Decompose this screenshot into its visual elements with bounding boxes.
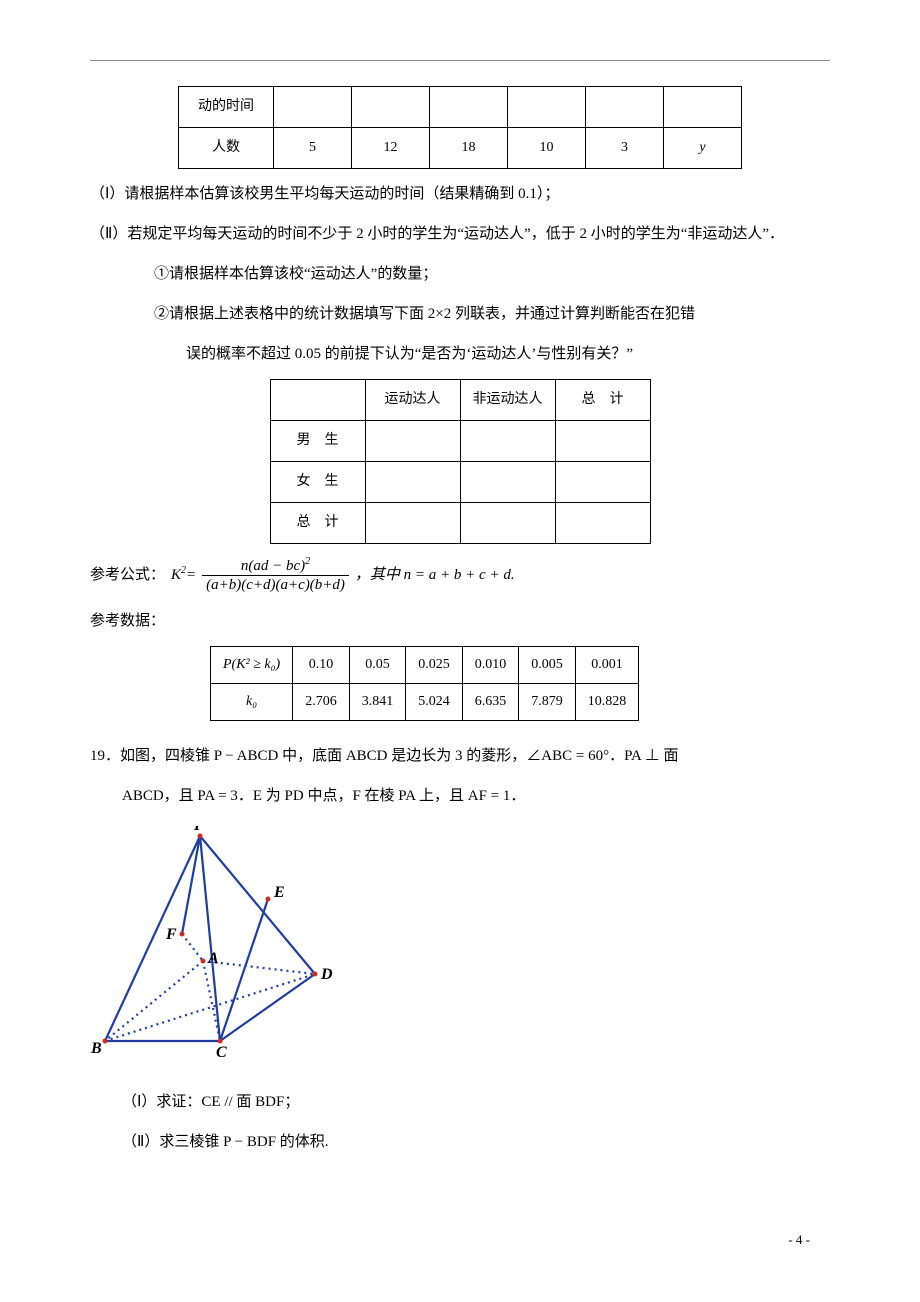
- q19-line2: ABCD，且 PA = 3．E 为 PD 中点，F 在棱 PA 上，且 AF =…: [90, 781, 830, 811]
- table-exercise-time: 动的时间 人数 5 12 18 10 3 y: [178, 86, 742, 169]
- t3-h3: 0.05: [349, 647, 406, 684]
- t3-h5: 0.010: [462, 647, 519, 684]
- page-number: - 4 -: [90, 1227, 830, 1253]
- q19-part2: （Ⅱ）求三棱锥 P − BDF 的体积.: [90, 1127, 830, 1157]
- formula-k2: 参考公式： K2= n(ad − bc)2 (a+b)(c+d)(a+c)(b+…: [90, 556, 830, 594]
- formula-label: 参考公式：: [90, 560, 165, 590]
- t3-r2: 2.706: [293, 684, 350, 721]
- t2-r3c2: [365, 503, 460, 544]
- t2-r3c3: [460, 503, 555, 544]
- table-contingency: 运动达人 非运动达人 总 计 男 生 女 生 总 计: [270, 379, 651, 544]
- ref-data-label: 参考数据：: [90, 606, 830, 636]
- t3-h6: 0.005: [519, 647, 576, 684]
- t2-r2c1: 女 生: [270, 462, 365, 503]
- t3-r1: k₀: [211, 684, 293, 721]
- t1-r1c5: [508, 87, 586, 128]
- svg-text:E: E: [273, 884, 285, 901]
- svg-text:D: D: [320, 966, 333, 983]
- t2-h3: 非运动达人: [460, 380, 555, 421]
- t1-r2c4: 18: [430, 128, 508, 169]
- t1-r1c6: [586, 87, 664, 128]
- t1-r2c2: 5: [274, 128, 352, 169]
- t3-h1: P(K² ≥ k₀): [211, 647, 293, 684]
- t1-r2c5: 10: [508, 128, 586, 169]
- part-2-2b: 误的概率不超过 0.05 的前提下认为“是否为‘运动达人’与性别有关？”: [90, 339, 830, 369]
- part-1: （Ⅰ）请根据样本估算该校男生平均每天运动的时间（结果精确到 0.1）；: [90, 179, 830, 209]
- t3-r3: 3.841: [349, 684, 406, 721]
- t2-r1c1: 男 生: [270, 421, 365, 462]
- q19-line1: 19．如图，四棱锥 P − ABCD 中，底面 ABCD 是边长为 3 的菱形，…: [90, 741, 830, 771]
- t2-r3c1: 总 计: [270, 503, 365, 544]
- t1-r2c1: 人数: [179, 128, 274, 169]
- svg-text:B: B: [90, 1040, 102, 1057]
- t2-r1c4: [555, 421, 650, 462]
- t2-h1: [270, 380, 365, 421]
- t1-r1c3: [352, 87, 430, 128]
- t1-r2c3: 12: [352, 128, 430, 169]
- part-2-1: ①请根据样本估算该校“运动达人”的数量；: [90, 259, 830, 289]
- t1-r1c2: [274, 87, 352, 128]
- t1-r1c1: 动的时间: [179, 87, 274, 128]
- q19-part1: （Ⅰ）求证：CE // 面 BDF；: [90, 1087, 830, 1117]
- t1-r2c6: 3: [586, 128, 664, 169]
- part-2: （Ⅱ）若规定平均每天运动的时间不少于 2 小时的学生为“运动达人”，低于 2 小…: [90, 219, 830, 249]
- svg-text:F: F: [165, 926, 177, 943]
- t2-r2c2: [365, 462, 460, 503]
- formula-post: ，其中 n = a + b + c + d.: [355, 560, 515, 590]
- svg-text:C: C: [216, 1044, 227, 1061]
- top-rule: [90, 60, 830, 61]
- t2-r3c4: [555, 503, 650, 544]
- t3-r5: 6.635: [462, 684, 519, 721]
- t2-r2c3: [460, 462, 555, 503]
- table-reference: P(K² ≥ k₀) 0.10 0.05 0.025 0.010 0.005 0…: [210, 646, 639, 721]
- t1-r2c7: y: [664, 128, 742, 169]
- t1-r1c4: [430, 87, 508, 128]
- t1-r1c7: [664, 87, 742, 128]
- pyramid-diagram: P E F A D B C: [90, 826, 830, 1077]
- t2-h4: 总 计: [555, 380, 650, 421]
- t2-h2: 运动达人: [365, 380, 460, 421]
- svg-text:A: A: [207, 950, 219, 967]
- t3-h4: 0.025: [406, 647, 463, 684]
- part-2-2a: ②请根据上述表格中的统计数据填写下面 2×2 列联表，并通过计算判断能否在犯错: [90, 299, 830, 329]
- t3-r7: 10.828: [575, 684, 639, 721]
- svg-text:P: P: [193, 826, 204, 834]
- t3-r6: 7.879: [519, 684, 576, 721]
- t2-r2c4: [555, 462, 650, 503]
- t2-r1c3: [460, 421, 555, 462]
- t3-h7: 0.001: [575, 647, 639, 684]
- t2-r1c2: [365, 421, 460, 462]
- t3-h2: 0.10: [293, 647, 350, 684]
- t3-r4: 5.024: [406, 684, 463, 721]
